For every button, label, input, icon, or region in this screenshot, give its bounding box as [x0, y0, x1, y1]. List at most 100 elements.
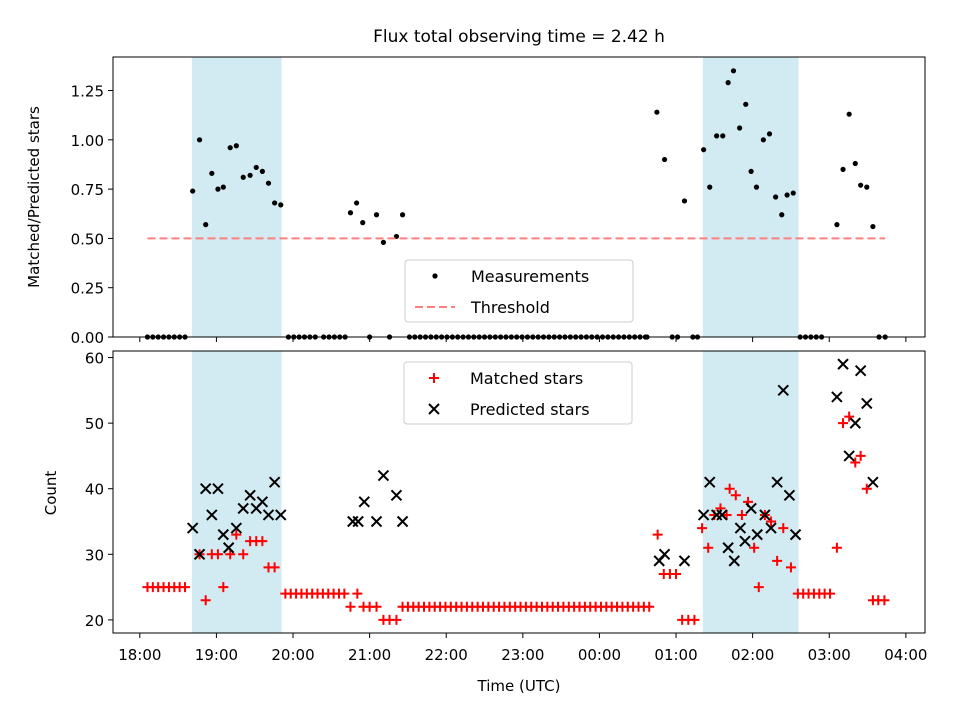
matched-stars-point	[212, 549, 223, 560]
predicted-stars-point	[783, 489, 796, 501]
matched-stars-point	[703, 542, 714, 553]
predicted-stars-point	[789, 528, 802, 541]
top-legend: Measurements Threshold	[404, 259, 634, 323]
predicted-stars-point	[849, 417, 861, 429]
predicted-stars-point	[759, 509, 771, 521]
measurement-point	[707, 184, 713, 190]
legend-label: Predicted stars	[470, 400, 590, 419]
measurement-point	[253, 164, 259, 171]
matched-stars-point	[724, 483, 735, 494]
matched-stars-point	[730, 490, 741, 501]
predicted-stars-point	[222, 542, 235, 554]
bottom-series-predicted-stars	[186, 358, 879, 567]
measurement-point	[278, 202, 284, 208]
predicted-stars-point	[745, 502, 757, 515]
matched-stars-point	[371, 601, 382, 612]
measurement-point	[779, 212, 785, 218]
bottom-panel: Count 20 30 40 50 60 18:00 19:00 20:00 21:00 22:0…	[42, 350, 927, 664]
measurement-point	[846, 111, 852, 117]
predicted-stars-point	[244, 489, 256, 501]
matched-stars-point	[879, 595, 890, 606]
x-tick-label: 03:00	[808, 646, 851, 664]
bottom-shaded-window-1	[191, 351, 282, 633]
measurement-point	[347, 210, 354, 216]
legend-label: Threshold	[470, 298, 550, 317]
matched-stars-point	[231, 529, 242, 540]
predicted-stars-point	[771, 476, 783, 488]
measurement-point	[870, 223, 876, 230]
matched-stars-point	[180, 582, 191, 593]
measurement-point	[190, 188, 196, 194]
legend-label: Measurements	[471, 267, 589, 286]
predicted-stars-point	[722, 542, 734, 554]
matched-stars-point	[766, 516, 777, 527]
measurement-point	[227, 145, 233, 151]
legend-marker-plus	[429, 373, 439, 383]
measurement-point	[354, 200, 360, 206]
measurement-point	[737, 125, 743, 131]
measurement-point	[203, 222, 209, 228]
top-y-axis-label: Matched/Predicted stars	[25, 106, 43, 288]
x-tick-label: 21:00	[348, 646, 391, 664]
matched-stars-point	[697, 523, 708, 534]
top-y-tick-label: 0.50	[71, 230, 104, 248]
predicted-stars-point	[206, 509, 218, 521]
top-axes-frame	[112, 56, 926, 338]
matched-stars-point	[831, 542, 842, 553]
measurement-point	[773, 194, 779, 200]
predicted-stars-point	[765, 522, 777, 534]
x-tick-label: 02:00	[731, 646, 774, 664]
matched-stars-point	[825, 588, 836, 599]
measurement-point	[215, 186, 221, 192]
predicted-stars-point	[697, 509, 710, 521]
predicted-stars-point	[275, 509, 287, 521]
predicted-stars-point	[854, 364, 867, 377]
matched-stars-point	[352, 588, 363, 599]
predicted-stars-point	[867, 476, 879, 488]
bottom-y-tick-label: 20	[85, 612, 104, 630]
top-y-tick-label: 0.25	[71, 280, 104, 298]
measurement-point	[760, 137, 766, 143]
measurement-point	[220, 184, 226, 190]
bottom-series-matched-stars	[142, 411, 890, 625]
predicted-stars-point	[390, 489, 403, 501]
measurement-point	[380, 239, 387, 245]
top-panel: Matched/Predicted stars 0.00 0.25 0.50 0.75…	[25, 56, 926, 347]
measurement-point	[858, 182, 864, 188]
measurement-point	[360, 220, 366, 226]
x-tick-label: 23:00	[501, 646, 544, 664]
top-y-tick-label: 1.00	[71, 132, 104, 150]
predicted-stars-point	[837, 358, 849, 370]
legend-marker-x	[428, 403, 440, 415]
measurement-point	[748, 168, 754, 174]
predicted-stars-point	[396, 515, 409, 528]
x-tick-label: 04:00	[884, 646, 927, 664]
bottom-y-tick-label: 50	[85, 415, 104, 433]
matched-stars-point	[257, 536, 268, 547]
predicted-stars-point	[268, 476, 281, 488]
matched-stars-point	[772, 555, 783, 566]
measurement-point	[247, 172, 253, 178]
measurement-point	[790, 190, 796, 196]
measurement-point	[766, 131, 773, 137]
top-y-tick-label: 1.25	[71, 83, 104, 101]
measurement-point	[834, 222, 840, 228]
predicted-stars-point	[704, 476, 716, 488]
measurement-point	[399, 212, 406, 218]
measurement-point	[240, 174, 246, 180]
measurement-point	[784, 192, 790, 198]
predicted-stars-point	[199, 483, 212, 495]
matched-stars-point	[844, 411, 855, 422]
matched-stars-point	[753, 582, 764, 593]
predicted-stars-point	[861, 397, 873, 410]
matched-stars-point	[855, 450, 866, 461]
bottom-shaded-window-2	[702, 351, 799, 633]
measurement-point	[852, 160, 858, 167]
legend-box	[404, 259, 634, 323]
predicted-stars-point	[212, 483, 224, 495]
matched-stars-point	[838, 418, 849, 429]
predicted-stars-point	[370, 515, 383, 528]
x-tick-label: 18:00	[118, 646, 161, 664]
matched-stars-point	[652, 529, 663, 540]
